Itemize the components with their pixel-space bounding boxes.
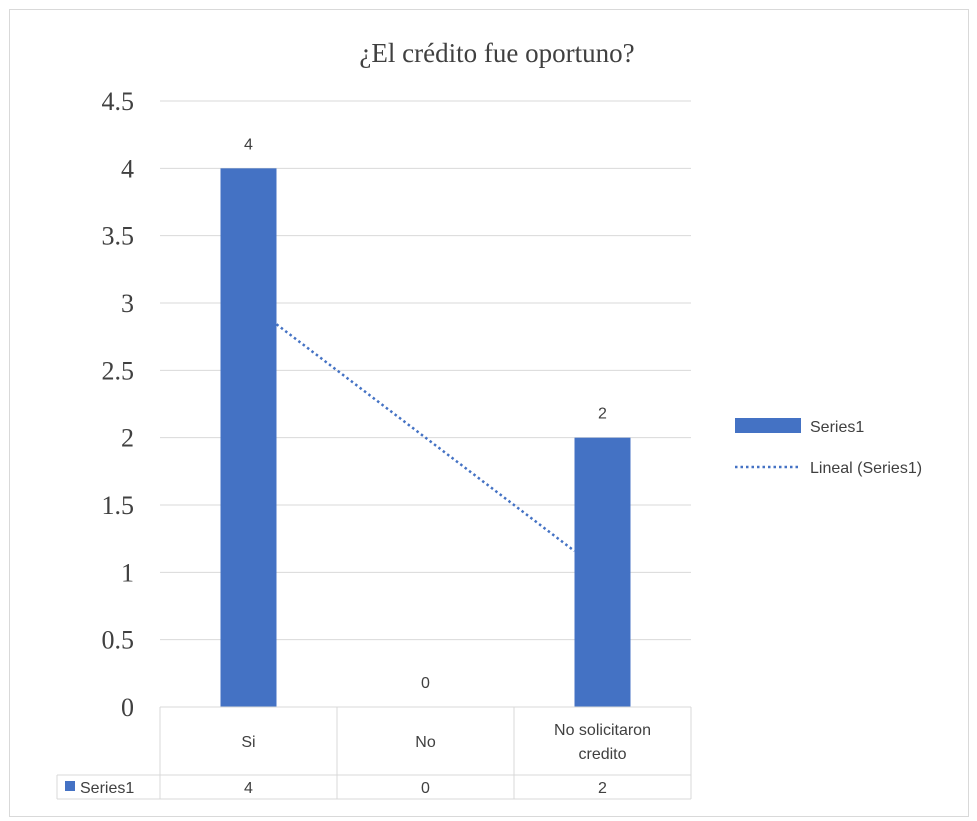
category-label: No	[415, 734, 436, 751]
category-label: credito	[578, 746, 626, 763]
y-axis-ticks: 0 0.5 1 1.5 2 2.5 3 3.5 4 4.5	[102, 87, 135, 722]
table-cell: 0	[421, 780, 430, 797]
trendline	[275, 323, 576, 553]
table-cell: 2	[598, 780, 607, 797]
data-label: 2	[598, 406, 607, 423]
table-cell: 4	[244, 780, 253, 797]
y-tick-label: 0	[121, 693, 134, 722]
table-legend-key	[65, 781, 75, 791]
bars	[220, 168, 631, 708]
data-label: 4	[244, 136, 253, 153]
category-label: Si	[241, 734, 255, 751]
y-tick-label: 0.5	[102, 626, 135, 655]
y-tick-label: 4.5	[102, 87, 135, 116]
category-label: No solicitaron	[554, 722, 651, 739]
y-tick-label: 1.5	[102, 491, 135, 520]
data-labels: 4 0 2	[244, 136, 607, 692]
trendline-line	[275, 323, 576, 553]
y-tick-label: 3	[121, 289, 134, 318]
legend-label-series1: Series1	[810, 419, 864, 436]
y-tick-label: 3.5	[102, 222, 135, 251]
y-tick-label: 2	[121, 424, 134, 453]
y-tick-label: 2.5	[102, 356, 135, 385]
legend-label-trendline: Lineal (Series1)	[810, 460, 922, 477]
bar	[574, 437, 631, 707]
legend: Series1 Lineal (Series1)	[735, 418, 922, 477]
data-label: 0	[421, 675, 430, 692]
data-table: Si No No solicitaron credito Series1 4 0 2	[56, 706, 692, 800]
chart-title: ¿El crédito fue oportuno?	[359, 38, 634, 68]
y-tick-label: 1	[121, 558, 134, 587]
bar	[220, 168, 277, 708]
table-row-label: Series1	[80, 780, 134, 797]
chart-border	[9, 9, 969, 817]
legend-swatch-series1	[735, 418, 801, 433]
y-tick-label: 4	[121, 154, 134, 183]
